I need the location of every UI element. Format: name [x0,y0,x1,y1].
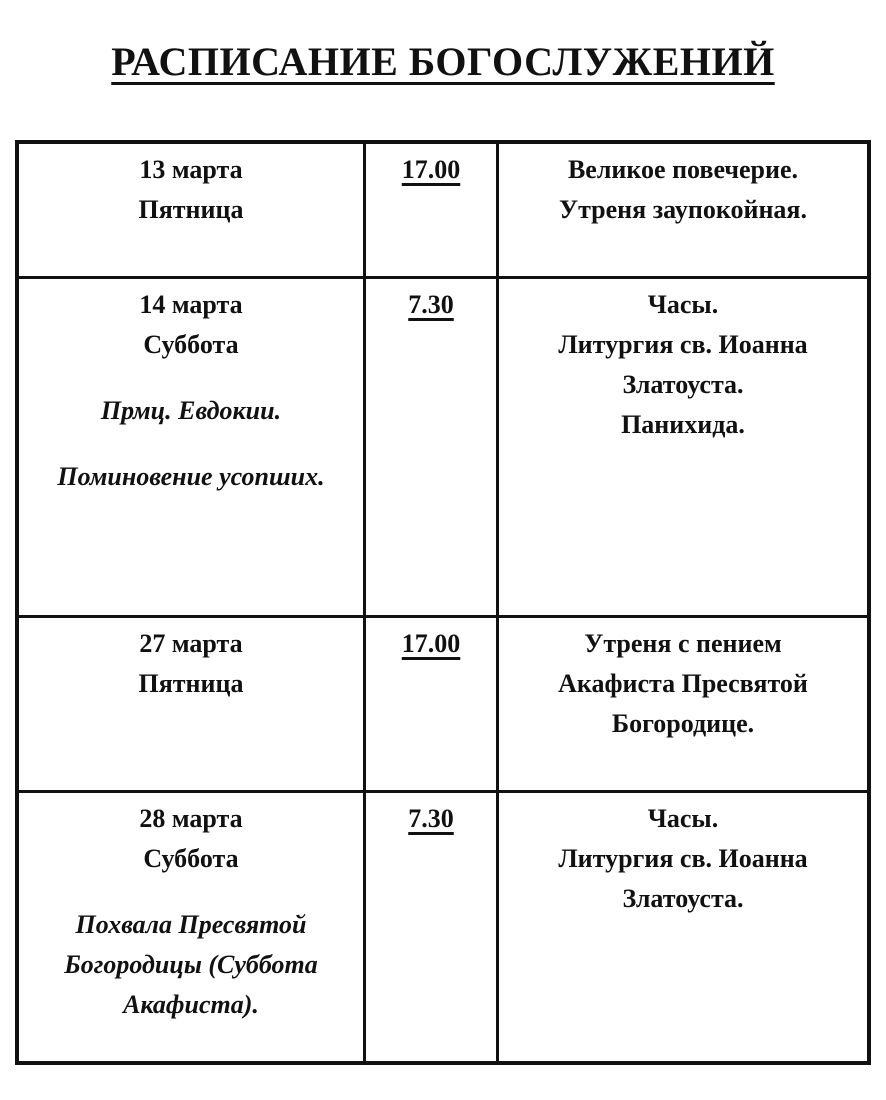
weekday-line: Пятница [138,669,244,698]
date-cell: 28 марта Суббота Похвала Пресвятой Богор… [19,793,363,1061]
page-title-text: РАСПИСАНИЕ БОГОСЛУЖЕНИЙ [111,39,775,84]
time-value: 17.00 [401,155,461,184]
service-line: Утреня заупокойная. [559,195,807,224]
weekday-line: Суббота [143,844,239,873]
service-line: Панихида. [621,410,745,439]
service-line: Златоуста. [622,884,744,913]
feast-note: Прмц. Евдокии. [27,391,355,431]
date-line: 27 марта [139,629,243,658]
service-line: Утреня с пением [584,629,782,658]
services-cell: Великое повечерие. Утреня заупокойная. [496,144,867,276]
date-cell: 13 марта Пятница [19,144,363,276]
service-line: Литургия св. Иоанна [558,844,808,873]
date-line: 28 марта [139,804,243,833]
feast-note-line: Прмц. Евдокии. [100,396,282,425]
time-cell: 7.30 [363,279,496,615]
service-line: Златоуста. [622,370,744,399]
service-line: Часы. [647,804,719,833]
services-cell: Часы. Литургия св. Иоанна Златоуста. [496,793,867,1061]
services-cell: Часы. Литургия св. Иоанна Златоуста. Пан… [496,279,867,615]
service-line: Богородице. [611,709,755,738]
feast-note-line: Похвала Пресвятой [75,910,307,939]
weekday-line: Суббота [143,330,239,359]
time-cell: 7.30 [363,793,496,1061]
time-value: 7.30 [408,804,454,833]
weekday-line: Пятница [138,195,244,224]
service-line: Акафиста Пресвятой [558,669,808,698]
service-line: Литургия св. Иоанна [558,330,808,359]
time-value: 7.30 [408,290,454,319]
page-title: РАСПИСАНИЕ БОГОСЛУЖЕНИЙ [0,36,886,88]
date-line: 13 марта [139,155,243,184]
table-row: 28 марта Суббота Похвала Пресвятой Богор… [19,790,867,1061]
services-cell: Утреня с пением Акафиста Пресвятой Богор… [496,618,867,790]
date-line: 14 марта [139,290,243,319]
table-row: 13 марта Пятница 17.00 Великое повечерие… [19,144,867,276]
feast-note-line: Богородицы (Суббота [64,950,318,979]
date-cell: 27 марта Пятница [19,618,363,790]
time-cell: 17.00 [363,618,496,790]
date-cell: 14 марта Суббота Прмц. Евдокии. Поминове… [19,279,363,615]
time-value: 17.00 [401,629,461,658]
table-row: 14 марта Суббота Прмц. Евдокии. Поминове… [19,276,867,615]
feast-note-line: Поминовение усопших. [57,462,325,491]
table-row: 27 марта Пятница 17.00 Утреня с пением А… [19,615,867,790]
service-line: Великое повечерие. [567,155,799,184]
feast-note: Поминовение усопших. [27,457,355,497]
feast-note-line: Акафиста). [123,990,259,1019]
time-cell: 17.00 [363,144,496,276]
schedule-table: 13 марта Пятница 17.00 Великое повечерие… [15,140,871,1065]
feast-note: Похвала Пресвятой Богородицы (Суббота Ак… [27,905,355,1025]
service-line: Часы. [647,290,719,319]
